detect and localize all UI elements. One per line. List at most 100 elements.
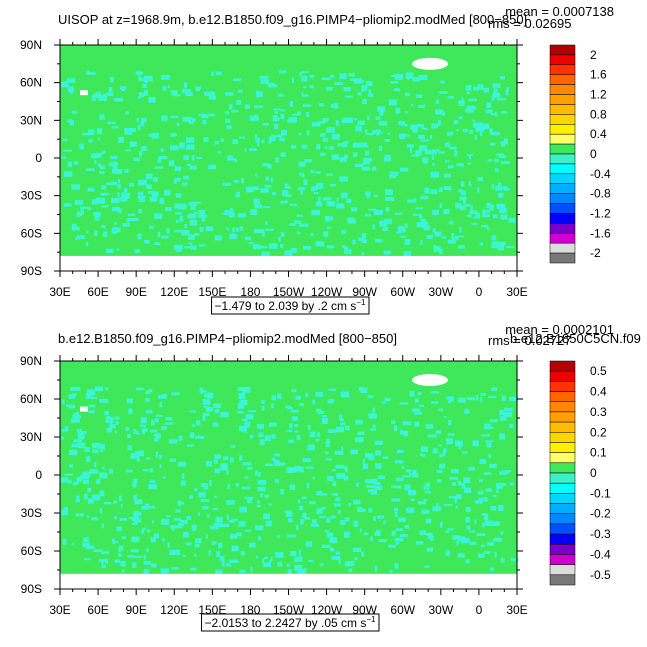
- field-patch: [382, 456, 389, 459]
- field-patch: [505, 90, 509, 96]
- field-patch: [280, 200, 287, 204]
- field-patch: [230, 208, 233, 212]
- field-patch: [275, 134, 283, 138]
- field-patch: [164, 190, 171, 196]
- field-patch: [483, 472, 491, 475]
- field-patch: [446, 550, 451, 556]
- y-tick-label: 30N: [20, 430, 42, 444]
- field-patch: [100, 165, 106, 170]
- field-patch: [363, 532, 369, 536]
- field-patch: [357, 507, 362, 512]
- field-patch: [425, 149, 432, 155]
- field-patch: [448, 399, 454, 402]
- field-patch: [391, 485, 395, 488]
- field-patch: [309, 85, 315, 89]
- field-patch: [439, 203, 443, 209]
- field-patch: [229, 533, 238, 539]
- field-patch: [237, 410, 244, 414]
- field-patch: [362, 167, 368, 171]
- field-patch: [373, 478, 378, 485]
- field-patch: [70, 386, 79, 391]
- field-patch: [125, 149, 131, 152]
- field-patch: [114, 559, 121, 563]
- field-patch: [463, 198, 466, 204]
- field-patch: [69, 464, 74, 468]
- field-patch: [394, 88, 401, 92]
- field-patch: [395, 542, 399, 545]
- field-patch: [115, 421, 119, 425]
- field-patch: [195, 538, 202, 544]
- field-patch: [342, 141, 348, 148]
- field-patch: [135, 555, 142, 559]
- field-patch: [420, 239, 423, 245]
- field-patch: [416, 541, 424, 545]
- field-patch: [460, 181, 465, 187]
- field-patch: [478, 553, 485, 558]
- field-patch: [443, 448, 447, 454]
- field-patch: [366, 485, 376, 488]
- field-patch: [434, 447, 437, 453]
- field-patch: [447, 400, 451, 404]
- field-patch: [326, 127, 335, 133]
- field-patch: [68, 406, 76, 409]
- field-patch: [252, 244, 261, 250]
- field-patch: [319, 103, 324, 107]
- field-patch: [495, 482, 503, 489]
- field-patch: [198, 113, 206, 116]
- field-patch: [335, 464, 345, 469]
- y-tick-label: 60N: [20, 392, 42, 406]
- field-patch: [127, 213, 136, 216]
- field-patch: [86, 242, 89, 247]
- field-patch: [144, 503, 150, 508]
- field-patch: [268, 503, 272, 506]
- field-patch: [405, 72, 414, 79]
- field-patch: [194, 211, 198, 214]
- field-patch: [126, 433, 131, 439]
- field-patch: [362, 239, 367, 244]
- field-patch: [399, 534, 407, 537]
- field-patch: [311, 523, 319, 527]
- field-patch: [160, 148, 164, 152]
- field-patch: [344, 246, 348, 251]
- field-patch: [142, 430, 146, 435]
- field-patch: [448, 496, 457, 499]
- field-patch: [174, 203, 179, 209]
- field-patch: [289, 551, 297, 557]
- field-patch: [194, 233, 200, 236]
- field-patch: [500, 558, 505, 563]
- field-patch: [138, 209, 143, 214]
- field-patch: [436, 469, 443, 473]
- field-patch: [213, 522, 222, 528]
- field-patch: [245, 414, 254, 420]
- field-patch: [419, 404, 424, 407]
- y-tick-label: 90S: [21, 582, 42, 596]
- colorbar-box: [549, 104, 576, 115]
- field-patch: [117, 178, 120, 184]
- field-patch: [111, 197, 120, 204]
- field-patch: [178, 435, 183, 441]
- field-patch: [328, 146, 334, 150]
- field-patch: [244, 236, 251, 241]
- field-patch: [454, 150, 458, 157]
- field-patch: [88, 404, 96, 408]
- colorbar-box: [549, 94, 576, 105]
- field-patch: [269, 243, 278, 249]
- field-patch: [179, 215, 183, 222]
- x-tick-label: 30E: [49, 603, 70, 617]
- field-patch: [338, 414, 343, 418]
- field-patch: [133, 157, 140, 162]
- range-exponent: −1: [356, 298, 366, 307]
- field-patch: [79, 143, 84, 150]
- field-patch: [225, 118, 231, 123]
- field-patch: [395, 528, 403, 531]
- field-patch: [142, 527, 146, 530]
- field-patch: [213, 541, 217, 545]
- field-patch: [191, 155, 195, 161]
- field-patch: [99, 114, 105, 120]
- field-patch: [317, 432, 321, 438]
- field-patch: [423, 498, 427, 502]
- field-patch: [64, 473, 73, 476]
- field-patch: [470, 205, 473, 211]
- field-patch: [315, 439, 320, 442]
